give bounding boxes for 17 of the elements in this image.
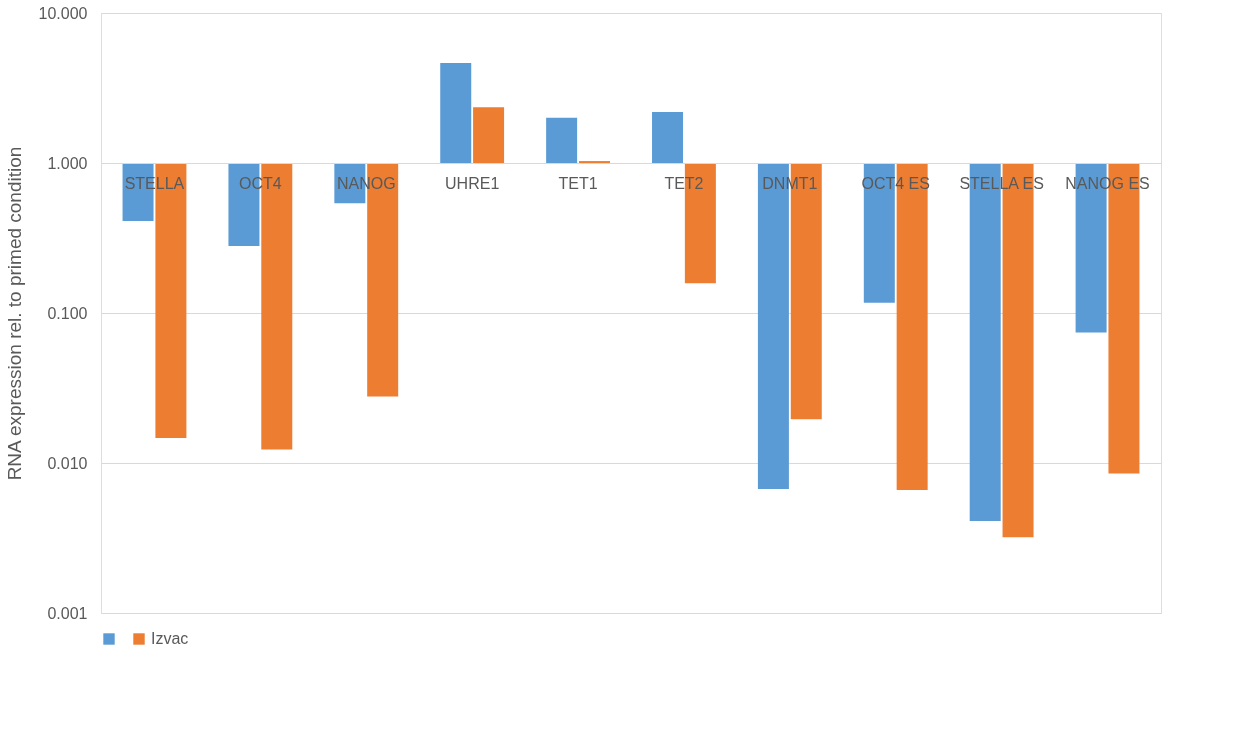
x-tick-label: UHRE1 — [445, 174, 500, 192]
bar — [473, 107, 505, 163]
x-tick-label: STELLA — [124, 174, 185, 192]
y-tick-label: 0.001 — [47, 604, 88, 622]
y-tick-label: 10.000 — [38, 4, 88, 22]
x-tick-label: NANOG — [336, 174, 396, 192]
x-tick-label: DNMT1 — [762, 174, 818, 192]
y-tick-label: 1.000 — [47, 154, 88, 172]
x-tick-label: TET1 — [558, 174, 598, 192]
y-axis-title: RNA expression rel. to primed condition — [3, 146, 25, 481]
y-tick-label: 0.010 — [47, 454, 88, 472]
y-tick-label: 0.100 — [47, 304, 88, 322]
legend-label: Izvac — [151, 630, 189, 647]
bar — [546, 117, 578, 163]
bar — [652, 111, 684, 163]
bar — [440, 62, 472, 163]
x-tick-label: OCT4 — [239, 174, 282, 192]
